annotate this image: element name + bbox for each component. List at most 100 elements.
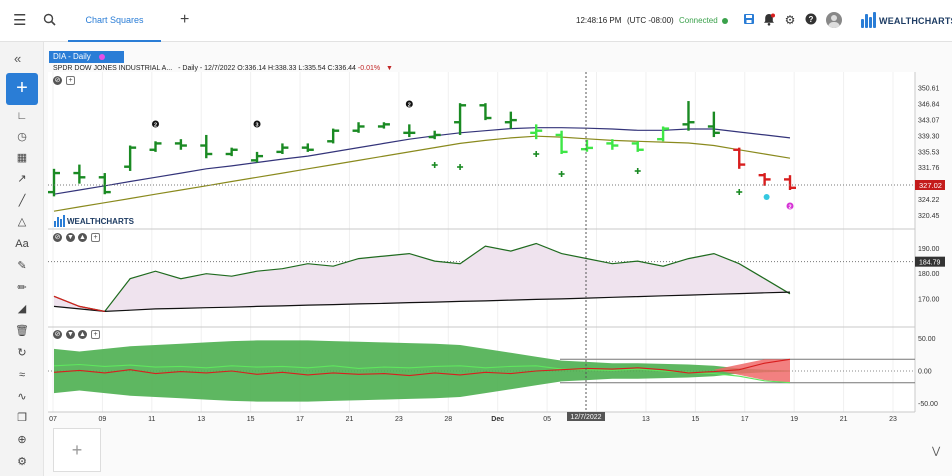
x-tick-label: 23 — [889, 416, 897, 423]
help-icon[interactable]: ? — [804, 13, 818, 27]
tab-label: Chart Squares — [85, 15, 144, 25]
osc-add-icon[interactable]: + — [91, 233, 100, 242]
menu-icon[interactable]: ☰ — [13, 12, 27, 29]
watermark-text: WEALTHCHARTS — [67, 217, 134, 226]
osc-marker-label: 184.79 — [919, 260, 941, 267]
clock-tool-icon[interactable]: ◷ — [17, 131, 27, 143]
mom-settings-icon[interactable]: ⊘ — [53, 330, 62, 339]
logo-bars-icon — [860, 12, 876, 30]
symbol-tag[interactable]: DIA - Daily — [49, 51, 124, 63]
band-red-fill — [713, 359, 790, 383]
ohlc-bar — [733, 147, 746, 169]
price-tick-label: 346.84 — [918, 101, 940, 108]
last-price-box — [915, 180, 945, 190]
refresh-tool-icon[interactable]: ↻ — [17, 347, 27, 359]
text-tool-icon[interactable]: Aa — [15, 238, 29, 250]
oscillator-line — [53, 242, 791, 313]
count-marker — [405, 100, 413, 108]
signal-plus-marker — [558, 171, 565, 177]
ruler-tool-icon[interactable]: ✏ — [17, 282, 27, 294]
price-tick-label: 339.30 — [918, 133, 940, 140]
panel-add-icon[interactable]: + — [66, 76, 75, 85]
clock: 12:48:16 PM — [576, 16, 622, 25]
add-button[interactable]: + — [6, 73, 38, 105]
ohlc-bar — [251, 151, 264, 163]
copy-tool-icon[interactable]: ❐ — [17, 412, 27, 424]
price-tick-label: 331.76 — [918, 165, 940, 172]
user-icon[interactable] — [826, 12, 842, 28]
ohlc-bar — [530, 124, 543, 140]
x-tick-label: 28 — [444, 416, 452, 423]
svg-text:?: ? — [809, 15, 814, 24]
mom-add-icon[interactable]: + — [91, 330, 100, 339]
oscillator-fill — [54, 243, 790, 312]
price-tick-label: 343.07 — [918, 117, 940, 124]
down-arrow-icon: ▼ — [386, 65, 393, 72]
price-tick-label: 335.53 — [918, 149, 940, 156]
chevron-down-icon[interactable]: ⋁ — [932, 446, 941, 457]
ohlc-bar — [352, 122, 365, 133]
collapse-sidebar-icon[interactable]: « — [14, 51, 22, 66]
pencil-tool-icon[interactable]: ✎ — [17, 260, 27, 272]
settings-tool-icon[interactable]: ⚙ — [17, 456, 27, 468]
signal-plus-marker — [736, 189, 743, 195]
last-price-label: 327.02 — [919, 181, 942, 190]
mom-down-icon[interactable]: ▼ — [66, 330, 75, 339]
pattern-tool-icon[interactable]: ∿ — [17, 391, 27, 403]
symbol-name: SPDR DOW JONES INDUSTRIAL A... — [53, 65, 173, 72]
x-tick-label: 05 — [543, 416, 551, 423]
gear-icon[interactable]: ⚙ — [784, 13, 796, 27]
chart-tool-icon[interactable]: ≈ — [18, 369, 26, 381]
ohlc-bar — [555, 130, 568, 154]
osc-tick-label: 170.00 — [918, 296, 940, 303]
panel-settings-icon[interactable]: ⊘ — [53, 76, 62, 85]
shapes-tool-icon[interactable]: △ — [17, 216, 27, 228]
crosshair-tool-icon[interactable]: ⊕ — [17, 434, 27, 446]
ohlc-bar — [124, 145, 137, 171]
ohlc-bar — [707, 111, 720, 138]
measure-tool-icon[interactable]: ◢ — [17, 303, 27, 315]
osc-up-icon[interactable]: ▲ — [78, 233, 87, 242]
calendar-tool-icon[interactable]: ▦ — [16, 152, 28, 164]
ohlc-bar — [174, 139, 187, 150]
momentum-b-line — [53, 358, 791, 377]
connection-label: Connected — [679, 16, 718, 25]
ohlc-bar — [504, 111, 517, 129]
mom-up-icon[interactable]: ▲ — [78, 330, 87, 339]
search-icon[interactable] — [43, 13, 56, 29]
ohlc-bar — [454, 103, 467, 135]
x-tick-label: 15 — [691, 416, 699, 423]
x-tick-label: 23 — [395, 416, 403, 423]
x-tick-label: 11 — [148, 416, 155, 423]
tab-chart-squares[interactable]: Chart Squares — [68, 0, 161, 42]
x-tick-label: 17 — [741, 416, 749, 423]
ohlc-bar — [784, 175, 796, 190]
trend-tool-icon[interactable]: ↗ — [17, 173, 27, 185]
ohlc-bar — [276, 143, 289, 154]
line-tool-icon[interactable]: ╱ — [18, 195, 26, 207]
oscillator-base-line — [53, 291, 791, 313]
osc-tick-label: 190.00 — [918, 246, 940, 253]
signal-plus-marker — [457, 164, 464, 170]
bell-icon[interactable] — [762, 13, 776, 27]
connected-dot-icon — [721, 17, 728, 24]
add-chart-button[interactable]: + — [53, 428, 101, 472]
osc-down-icon[interactable]: ▼ — [66, 233, 75, 242]
x-tick-label: 17 — [296, 416, 304, 423]
price-tick-label: 320.45 — [918, 213, 940, 220]
add-tab-button[interactable]: + — [180, 11, 190, 28]
left-toolbar: « + ∟ ◷ ▦ ↗ ╱ △ Aa ✎ ✏ ◢ 🗑 ↻ ≈ ∿ ❐ ⊕ ⚙ — [0, 42, 44, 476]
ohlc-bar — [631, 141, 644, 152]
timezone[interactable]: (UTC -08:00) — [627, 16, 674, 25]
ohlc-bar — [200, 134, 213, 159]
osc-settings-icon[interactable]: ⊘ — [53, 233, 62, 242]
momentum-a-line — [53, 363, 791, 384]
ohlc-bar — [403, 124, 416, 138]
indicator-tool-icon[interactable]: ∟ — [16, 110, 28, 122]
save-icon[interactable] — [742, 13, 756, 27]
symbol-legend: SPDR DOW JONES INDUSTRIAL A... - Daily -… — [53, 65, 393, 72]
ohlc-bar — [758, 173, 771, 186]
count-marker — [152, 120, 160, 128]
trash-tool-icon[interactable]: 🗑 — [15, 325, 29, 337]
